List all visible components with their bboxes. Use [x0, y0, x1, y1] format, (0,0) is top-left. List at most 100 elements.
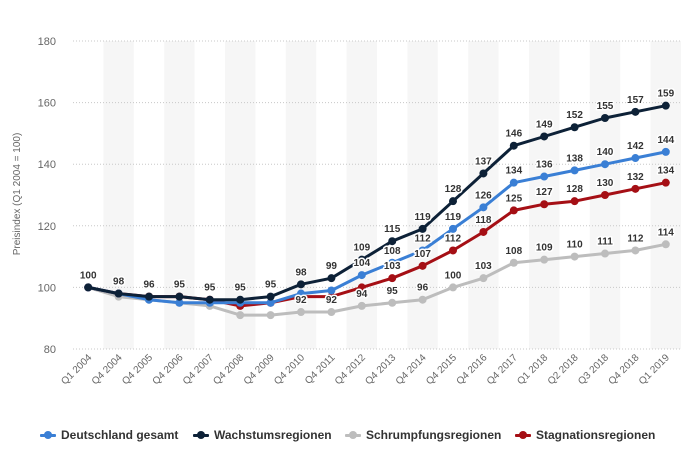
data-label: 130: [597, 178, 614, 189]
data-point-wachstumsregionen: [175, 292, 184, 301]
data-label: 126: [475, 190, 492, 201]
data-label: 134: [505, 166, 522, 177]
data-label: 140: [597, 147, 614, 158]
legend-marker-icon: [515, 429, 531, 441]
data-label: 95: [204, 283, 216, 294]
data-label: 110: [567, 240, 584, 251]
data-label: 92: [326, 295, 338, 306]
legend-item-schrumpfungsregionen[interactable]: Schrumpfungsregionen: [345, 428, 501, 442]
data-label: 95: [174, 280, 186, 291]
x-tick-label: Q4 2011: [303, 352, 338, 387]
data-label: 137: [475, 156, 492, 167]
data-label: 96: [417, 283, 429, 294]
legend-item-stagnationsregionen[interactable]: Stagnationsregionen: [515, 428, 655, 442]
x-tick-label: Q2 2018: [546, 352, 581, 387]
column-band: [346, 41, 377, 349]
data-point-deutschland-gesamt: [601, 160, 609, 169]
data-point-stagnationsregionen: [540, 200, 549, 209]
data-point-schrumpfungsregionen: [357, 301, 366, 310]
series-line-wachstumsregionen: [86, 104, 668, 302]
legend-label: Stagnationsregionen: [536, 428, 656, 442]
x-tick-label: Q4 2015: [424, 352, 459, 387]
data-label: 95: [235, 283, 247, 294]
data-label: 136: [536, 160, 553, 171]
data-label: 127: [536, 187, 553, 198]
x-tick-label: Q4 2006: [151, 352, 186, 387]
data-point-stagnationsregionen: [449, 246, 457, 255]
data-point-stagnationsregionen: [601, 191, 609, 199]
y-axis: 80 100 120 140 160 180: [38, 36, 56, 356]
data-label: 152: [566, 110, 583, 121]
legend-label: Schrumpfungsregionen: [366, 428, 502, 442]
legend-label: Deutschland gesamt: [61, 428, 179, 442]
data-point-wachstumsregionen: [297, 280, 305, 289]
data-point-stagnationsregionen: [357, 283, 366, 292]
data-point-wachstumsregionen: [327, 274, 336, 283]
data-label: 128: [566, 184, 583, 195]
x-tick-label: Q4 2012: [333, 352, 368, 387]
data-point-stagnationsregionen: [479, 227, 488, 236]
data-label: 104: [353, 258, 370, 269]
series-line-deutschland-gesamt: [86, 150, 668, 305]
data-label: 132: [627, 172, 644, 183]
data-label: 112: [415, 233, 432, 244]
data-label: 100: [445, 270, 462, 281]
data-point-schrumpfungsregionen: [509, 258, 518, 267]
data-point-schrumpfungsregionen: [266, 311, 275, 320]
data-label: 99: [326, 261, 338, 272]
x-tick-label: Q4 2004: [90, 352, 125, 387]
x-tick-label: Q1 2019: [637, 352, 672, 387]
data-label: 103: [384, 261, 401, 272]
data-point-wachstumsregionen: [661, 101, 670, 110]
data-point-deutschland-gesamt: [570, 166, 579, 175]
data-point-wachstumsregionen: [631, 107, 640, 116]
data-point-deutschland-gesamt: [509, 178, 518, 187]
data-point-schrumpfungsregionen: [388, 298, 397, 307]
data-point-schrumpfungsregionen: [449, 283, 457, 292]
data-label: 108: [505, 246, 522, 257]
data-point-wachstumsregionen: [266, 292, 275, 301]
data-point-schrumpfungsregionen: [236, 311, 245, 320]
data-label: 144: [657, 135, 674, 146]
legend-item-deutschland-gesamt[interactable]: Deutschland gesamt: [40, 428, 178, 442]
data-point-deutschland-gesamt: [661, 147, 670, 156]
data-label: 98: [113, 277, 125, 288]
data-point-wachstumsregionen: [236, 295, 245, 304]
data-point-wachstumsregionen: [84, 283, 93, 292]
data-label: 103: [475, 261, 492, 272]
y-tick-label: 80: [44, 344, 56, 356]
data-point-schrumpfungsregionen: [479, 274, 488, 283]
series-lines: [84, 101, 670, 320]
legend-marker-icon: [345, 429, 361, 441]
x-tick-label: Q1 2004: [59, 352, 94, 387]
data-label: 108: [384, 246, 401, 257]
data-point-wachstumsregionen: [205, 295, 214, 304]
data-point-schrumpfungsregionen: [570, 252, 579, 261]
data-label: 146: [505, 129, 522, 140]
data-label: 109: [353, 243, 370, 254]
data-point-stagnationsregionen: [509, 206, 518, 215]
y-axis-label: Preisindex (Q1 2004 = 100): [12, 133, 23, 256]
data-label: 115: [384, 224, 401, 235]
x-tick-label: Q4 2010: [272, 352, 307, 387]
x-tick-label: Q4 2016: [455, 352, 490, 387]
legend-label: Wachstumsregionen: [214, 428, 332, 442]
data-label: 142: [627, 141, 644, 152]
x-tick-label: Q4 2008: [211, 352, 246, 387]
data-label: 95: [387, 286, 399, 297]
data-point-wachstumsregionen: [114, 289, 123, 298]
legend-item-wachstumsregionen[interactable]: Wachstumsregionen: [193, 428, 332, 442]
data-point-schrumpfungsregionen: [418, 295, 427, 304]
data-point-schrumpfungsregionen: [540, 255, 549, 264]
data-point-deutschland-gesamt: [327, 286, 336, 295]
data-label: 94: [356, 289, 368, 300]
data-label: 111: [597, 237, 613, 248]
data-labels: 104 108 112 119 126 134 136 138 140 142 144 100 98 96…: [78, 87, 676, 307]
data-point-deutschland-gesamt: [175, 298, 184, 307]
y-tick-label: 160: [38, 98, 56, 110]
y-tick-label: 120: [38, 221, 56, 233]
data-label: 98: [295, 267, 307, 278]
data-label: 149: [536, 119, 553, 130]
data-point-schrumpfungsregionen: [661, 240, 670, 249]
